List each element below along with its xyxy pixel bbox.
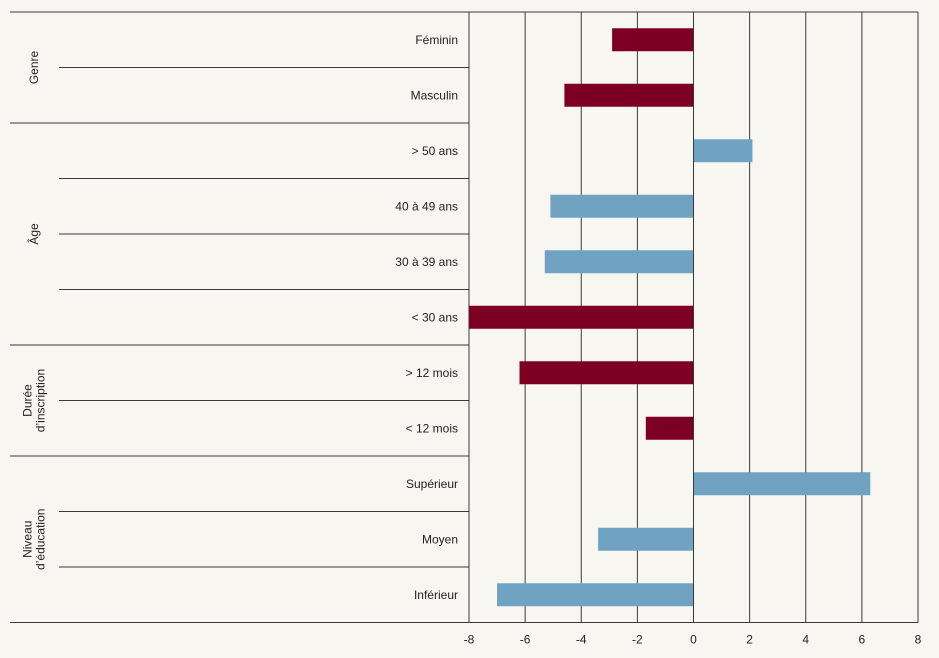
x-tick-label: 0 (690, 633, 697, 647)
category-label: < 12 mois (406, 421, 458, 435)
category-labels: Féminin Masculin > 50 ans 40 à 49 ans 30 à 3… (395, 33, 458, 602)
category-label: Inférieur (414, 588, 458, 602)
bar (550, 194, 694, 218)
bar (469, 305, 694, 329)
group-label-line: Genre (27, 51, 41, 85)
grid-lines (10, 11, 919, 623)
bars (469, 12, 871, 623)
x-tick-label: 2 (746, 633, 753, 647)
group-labels: Genre Âge Duréed’inscription Niveaud’éducat… (21, 51, 48, 570)
group-label-line: d’éducation (34, 509, 48, 570)
bar (693, 472, 871, 496)
bar (564, 83, 694, 107)
group-label-line: Niveau (21, 521, 35, 558)
group-label-line: d’inscription (34, 369, 48, 432)
bar (519, 361, 694, 385)
group-label-line: Durée (21, 384, 35, 417)
category-label: 30 à 39 ans (395, 255, 458, 269)
x-tick-label: -4 (576, 633, 587, 647)
x-tick-label: 8 (915, 633, 922, 647)
category-label: Supérieur (406, 477, 458, 491)
x-tick-label: -6 (520, 633, 531, 647)
group-label: Âge (26, 223, 41, 245)
bar (612, 28, 694, 52)
x-tick-label: 4 (802, 633, 809, 647)
group-label: Niveaud’éducation (21, 509, 48, 570)
group-label-line: Âge (26, 223, 41, 245)
bar (693, 139, 753, 163)
category-label: > 50 ans (412, 144, 458, 158)
x-axis-ticks: -8 -6 -4 -2 0 2 4 6 8 (464, 633, 922, 647)
x-tick-label: -2 (632, 633, 643, 647)
x-tick-label: -8 (464, 633, 475, 647)
bar (544, 250, 694, 274)
category-label: Féminin (415, 33, 458, 47)
bar (645, 416, 694, 440)
category-label: Moyen (422, 532, 458, 546)
category-label: 40 à 49 ans (395, 199, 458, 213)
category-label: < 30 ans (412, 310, 458, 324)
bar (598, 527, 694, 551)
category-label: > 12 mois (406, 366, 458, 380)
bar (497, 583, 694, 607)
group-label: Duréed’inscription (21, 369, 48, 432)
x-tick-label: 6 (859, 633, 866, 647)
category-label: Masculin (411, 88, 458, 102)
group-label: Genre (27, 51, 41, 85)
